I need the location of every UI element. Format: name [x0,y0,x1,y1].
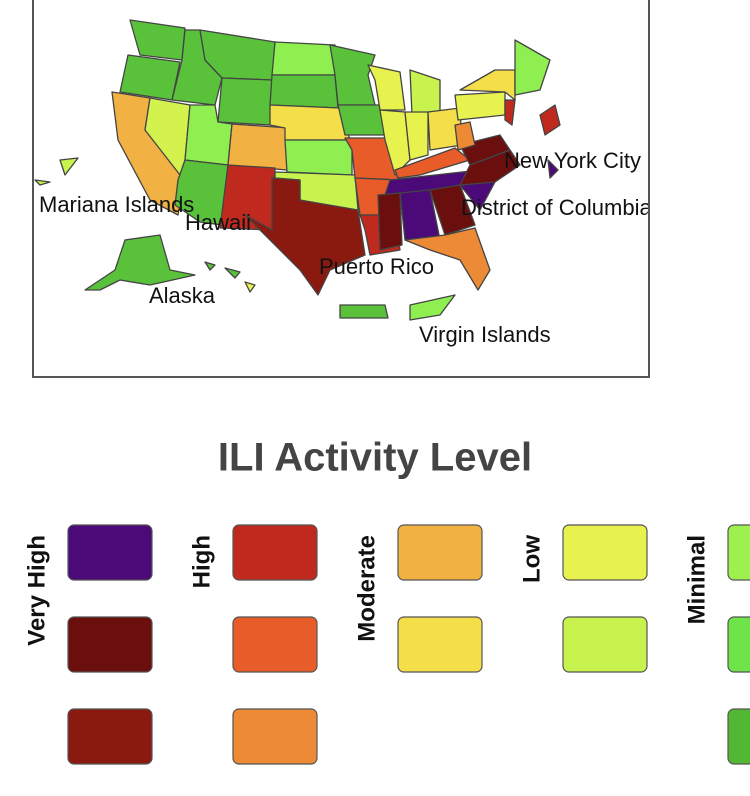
legend-swatch [232,616,318,673]
legend-level-label: Low [518,535,545,583]
legend-swatch [67,616,153,673]
map-label: Virgin Islands [419,322,551,347]
legend-swatch [232,708,318,765]
map-label: Puerto Rico [319,254,434,279]
legend-swatch [397,616,483,673]
legend-title: ILI Activity Level [218,436,532,480]
legend-level-label: Moderate [353,535,380,642]
legend-swatch [727,524,750,581]
legend-swatch [232,524,318,581]
legend-swatch [67,524,153,581]
legend-swatch [562,524,648,581]
legend-swatch [562,616,648,673]
map-label: Hawaii [185,210,251,235]
legend-swatch [727,708,750,765]
states [34,19,561,321]
map: Mariana Islands Hawaii Alaska Puerto Ric… [34,19,652,347]
map-label: Mariana Islands [39,192,194,217]
legend-swatch [727,616,750,673]
map-label: Alaska [149,283,216,308]
legend-level-label: High [188,535,215,588]
legend-swatch [397,524,483,581]
legend-level-label: Very High [23,535,50,646]
legend: Very High High Moderate Low Minimal [23,524,750,765]
map-label: District of Columbia [461,195,652,220]
map-label: New York City [504,148,641,173]
legend-swatch [67,708,153,765]
legend-level-label: Minimal [683,535,710,624]
